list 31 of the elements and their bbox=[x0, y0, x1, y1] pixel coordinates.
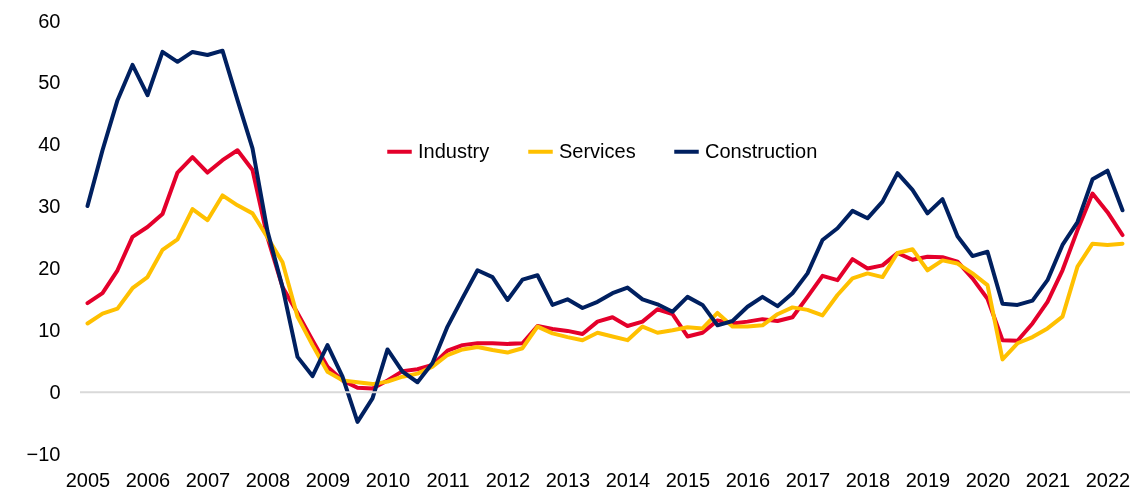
x-tick-label: 2017 bbox=[785, 468, 831, 491]
x-tick-label: 2010 bbox=[365, 468, 411, 491]
x-tick-label: 2007 bbox=[185, 468, 231, 491]
y-tick-label: 20 bbox=[38, 256, 61, 279]
x-tick-label: 2019 bbox=[905, 468, 951, 491]
y-tick-label: −10 bbox=[26, 442, 61, 465]
y-tick-label: 30 bbox=[38, 195, 61, 218]
x-tick-label: 2022 bbox=[1085, 468, 1131, 491]
line-series bbox=[85, 48, 1125, 424]
x-tick-label: 2013 bbox=[545, 468, 591, 491]
legend-label: Industry bbox=[418, 139, 490, 162]
legend-label: Services bbox=[559, 139, 636, 162]
x-tick-label: 2020 bbox=[965, 468, 1011, 491]
y-tick-label: 40 bbox=[38, 133, 61, 156]
x-tick-label: 2008 bbox=[245, 468, 291, 491]
x-tick-label: 2009 bbox=[305, 468, 351, 491]
legend-label: Construction bbox=[705, 139, 818, 162]
x-tick-label: 2005 bbox=[65, 468, 111, 491]
y-tick-label: 10 bbox=[38, 318, 61, 341]
x-tick-label: 2018 bbox=[845, 468, 891, 491]
x-tick-label: 2011 bbox=[426, 468, 470, 491]
x-tick-label: 2015 bbox=[665, 468, 711, 491]
y-tick-label: 0 bbox=[49, 380, 61, 403]
line-series bbox=[85, 193, 1125, 387]
y-tick-label: 60 bbox=[38, 9, 61, 32]
x-tick-label: 2021 bbox=[1025, 468, 1071, 491]
x-tick-label: 2016 bbox=[725, 468, 771, 491]
x-tick-label: 2014 bbox=[605, 468, 651, 491]
y-tick-label: 50 bbox=[38, 71, 61, 94]
x-tick-label: 2012 bbox=[485, 468, 531, 491]
x-tick-label: 2006 bbox=[125, 468, 171, 491]
